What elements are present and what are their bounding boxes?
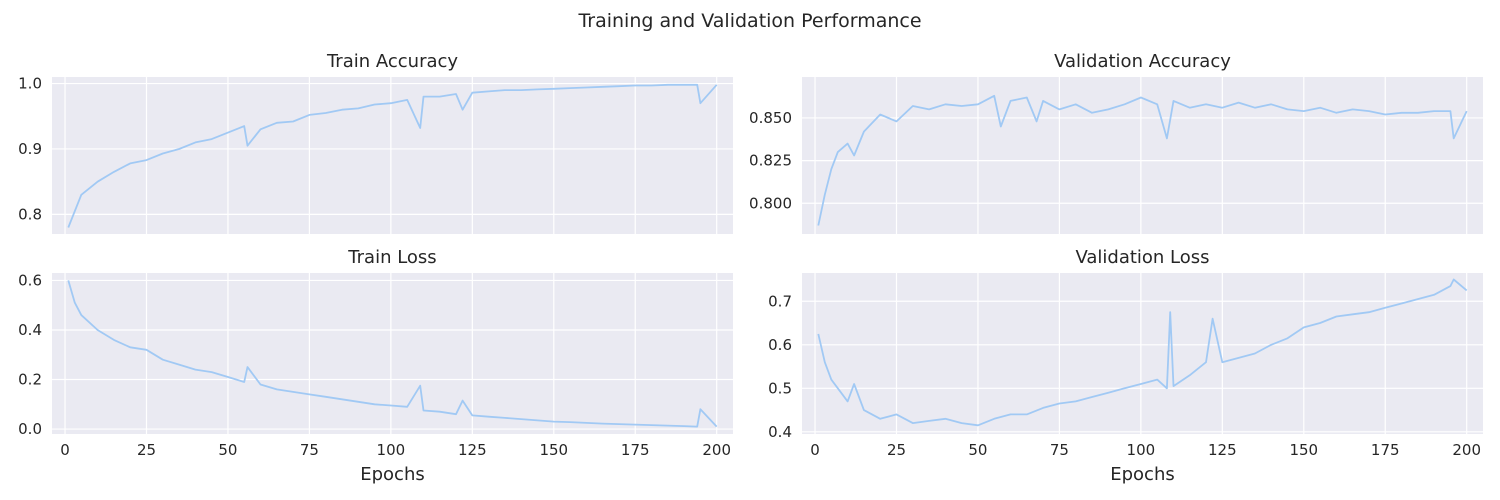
- x-tick-label: 125: [1208, 441, 1237, 459]
- y-tick-label: 1.0: [18, 75, 42, 93]
- y-tick-label: 0.8: [18, 205, 42, 223]
- x-tick-label: 75: [1050, 441, 1069, 459]
- subplot-title: Validation Loss: [1075, 247, 1209, 268]
- y-tick-label: 0.9: [18, 140, 42, 158]
- subplot-4: 0 25 50 75 100 125 150 175 200 0.4 0.5 0.6 0.7 Valida…: [768, 247, 1483, 485]
- x-axis-label: Epochs: [360, 464, 425, 485]
- subplot-title: Train Accuracy: [326, 51, 458, 72]
- series-line: [817, 94, 1468, 226]
- subplot-1: 0.8 0.9 1.0 Train Accuracy: [18, 51, 733, 234]
- subplot-3: 0 25 50 75 100 125 150 175 200 0.0 0.2 0.4 0.6 Train …: [18, 247, 733, 485]
- x-tick-label: 75: [300, 441, 319, 459]
- series-line: [67, 280, 718, 428]
- series-line: [67, 83, 718, 228]
- figure-suptitle: Training and Validation Performance: [577, 10, 921, 32]
- subplot-2: 0.800 0.825 0.850 Validation Accuracy: [749, 51, 1483, 234]
- x-tick-label: 100: [1127, 441, 1156, 459]
- y-tick-label: 0.5: [768, 379, 792, 397]
- y-tick-label: 0.0: [18, 420, 42, 438]
- y-tick-label: 0.850: [749, 109, 792, 127]
- y-tick-label: 0.7: [768, 292, 792, 310]
- y-tick-label: 0.4: [768, 423, 792, 441]
- y-tick-label: 0.800: [749, 194, 792, 212]
- subplot-title: Train Loss: [347, 247, 436, 268]
- x-tick-label: 50: [218, 441, 237, 459]
- subplot-title: Validation Accuracy: [1054, 51, 1231, 72]
- plot-area: [802, 273, 1483, 434]
- x-tick-label: 200: [702, 441, 731, 459]
- y-tick-label: 0.825: [749, 152, 792, 170]
- x-tick-label: 50: [968, 441, 987, 459]
- x-tick-label: 100: [377, 441, 406, 459]
- x-tick-label: 175: [621, 441, 650, 459]
- y-tick-label: 0.4: [18, 321, 42, 339]
- plot-area: [52, 273, 733, 434]
- x-tick-label: 0: [60, 441, 70, 459]
- x-tick-label: 175: [1371, 441, 1400, 459]
- x-tick-label: 125: [458, 441, 487, 459]
- y-tick-label: 0.6: [18, 271, 42, 289]
- x-tick-label: 150: [539, 441, 568, 459]
- x-tick-label: 150: [1289, 441, 1318, 459]
- y-tick-label: 0.2: [18, 371, 42, 389]
- plot-area: [52, 77, 733, 234]
- y-tick-label: 0.6: [768, 336, 792, 354]
- x-tick-label: 0: [810, 441, 820, 459]
- x-tick-label: 25: [887, 441, 906, 459]
- x-tick-label: 200: [1452, 441, 1481, 459]
- x-tick-label: 25: [137, 441, 156, 459]
- x-axis-label: Epochs: [1110, 464, 1175, 485]
- plot-area: [802, 77, 1483, 234]
- series-line: [817, 278, 1468, 427]
